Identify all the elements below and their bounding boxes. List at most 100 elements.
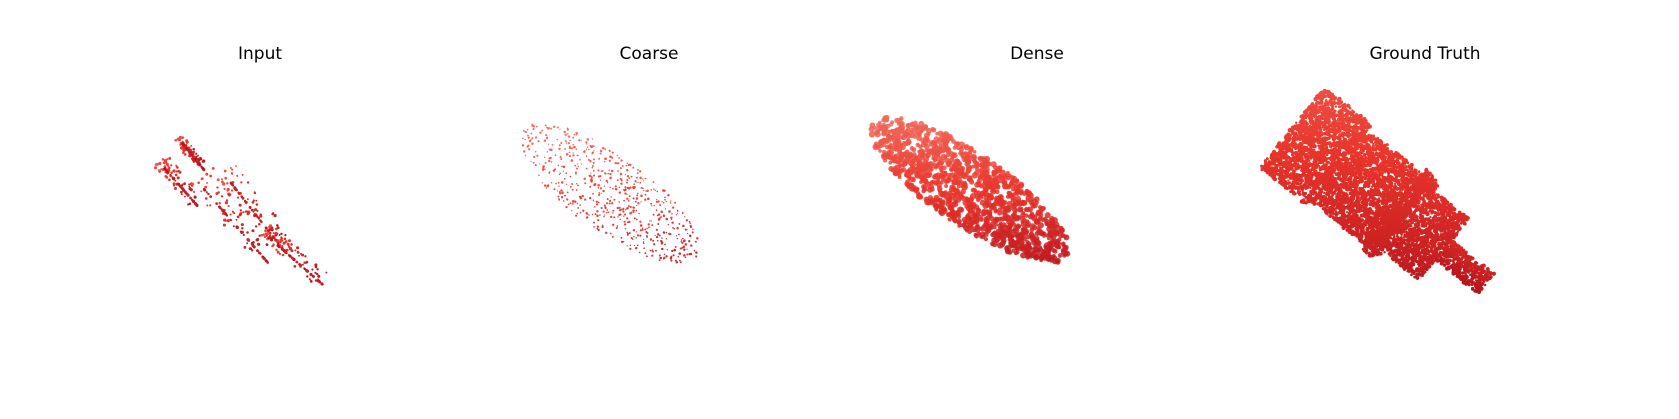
input-point — [272, 232, 275, 235]
ground-truth-point — [1311, 137, 1315, 140]
dense-point — [1063, 234, 1070, 241]
coarse-point — [660, 239, 663, 243]
coarse-point — [620, 208, 623, 210]
dense-point — [890, 168, 895, 173]
dense-point — [886, 134, 893, 141]
input-point — [241, 173, 244, 176]
coarse-point — [636, 176, 638, 179]
coarse-point — [658, 259, 661, 262]
dense-point — [960, 184, 965, 189]
ground-truth-point — [1304, 168, 1310, 174]
coarse-point — [639, 176, 642, 180]
coarse-point — [619, 172, 623, 176]
dense-point — [993, 222, 998, 227]
coarse-point — [655, 228, 658, 231]
coarse-point — [625, 164, 628, 167]
ground-truth-point — [1347, 128, 1351, 132]
input-point — [255, 203, 259, 206]
input-point — [270, 238, 273, 242]
input-point — [278, 240, 282, 244]
coarse-point — [531, 142, 534, 145]
coarse-point — [560, 141, 563, 145]
input-point — [192, 200, 195, 203]
coarse-point — [651, 249, 654, 252]
ground-truth-point — [1346, 133, 1351, 139]
input-point — [255, 214, 258, 217]
panel-dense: Dense — [857, 0, 1217, 419]
dense-point — [994, 189, 1000, 195]
ground-truth-point — [1316, 152, 1321, 157]
coarse-point — [694, 240, 697, 243]
input-point — [275, 248, 278, 252]
coarse-point — [655, 200, 658, 203]
input-point — [171, 176, 175, 180]
dense-point — [913, 131, 918, 136]
coarse-point — [597, 228, 600, 232]
coarse-point — [636, 172, 639, 175]
dense-point — [935, 175, 941, 181]
input-point — [232, 225, 235, 228]
coarse-point — [597, 184, 600, 187]
coarse-point — [607, 211, 610, 214]
coarse-point — [665, 237, 668, 240]
input-point — [222, 182, 226, 186]
dense-point — [968, 175, 973, 180]
coarse-point — [629, 247, 632, 250]
coarse-point — [665, 217, 669, 221]
ground-truth-point — [1324, 94, 1328, 98]
input-point — [184, 146, 188, 150]
coarse-point — [538, 174, 540, 177]
coarse-point — [624, 174, 627, 176]
dense-point — [902, 140, 907, 145]
input-point — [278, 252, 282, 255]
coarse-point — [575, 189, 578, 191]
coarse-point — [575, 131, 578, 135]
coarse-point — [576, 154, 579, 157]
dense-point — [936, 162, 941, 166]
coarse-point — [693, 249, 696, 252]
ground-truth-point — [1347, 105, 1351, 108]
coarse-point — [669, 202, 672, 204]
coarse-point — [532, 161, 535, 164]
ground-truth-point — [1337, 160, 1340, 163]
coarse-point — [616, 154, 619, 157]
input-point — [205, 172, 209, 176]
ground-truth-point — [1288, 166, 1292, 170]
input-point — [316, 268, 319, 271]
ground-truth-point — [1305, 145, 1308, 149]
dense-point — [980, 210, 987, 217]
dense-point — [1025, 254, 1030, 260]
ground-truth-point — [1328, 99, 1331, 102]
coarse-point — [575, 214, 578, 217]
input-point — [318, 280, 322, 284]
input-point — [251, 201, 255, 204]
dense-point — [987, 178, 992, 184]
input-point — [231, 172, 234, 175]
ground-truth-point — [1347, 140, 1352, 145]
coarse-point — [577, 165, 580, 168]
input-point — [181, 184, 184, 187]
coarse-point — [637, 169, 639, 171]
dense-point — [1005, 244, 1012, 251]
ground-truth-point — [1309, 195, 1313, 199]
coarse-point — [671, 213, 673, 215]
input-point — [188, 202, 192, 205]
coarse-point — [644, 252, 647, 255]
ground-truth-point-cloud — [1260, 88, 1497, 295]
ground-truth-point — [1319, 172, 1324, 177]
coarse-point — [646, 227, 648, 230]
coarse-point — [615, 188, 618, 191]
coarse-point — [586, 138, 590, 141]
ground-truth-point — [1298, 132, 1301, 135]
coarse-point — [548, 159, 551, 163]
input-point — [317, 274, 321, 278]
coarse-point — [668, 232, 671, 235]
coarse-point — [585, 155, 588, 157]
input-point — [153, 166, 158, 170]
dense-point — [976, 178, 982, 184]
coarse-point — [577, 207, 580, 209]
input-point — [203, 188, 207, 192]
dense-point — [892, 140, 899, 147]
input-point — [166, 171, 170, 174]
coarse-point — [653, 204, 655, 207]
